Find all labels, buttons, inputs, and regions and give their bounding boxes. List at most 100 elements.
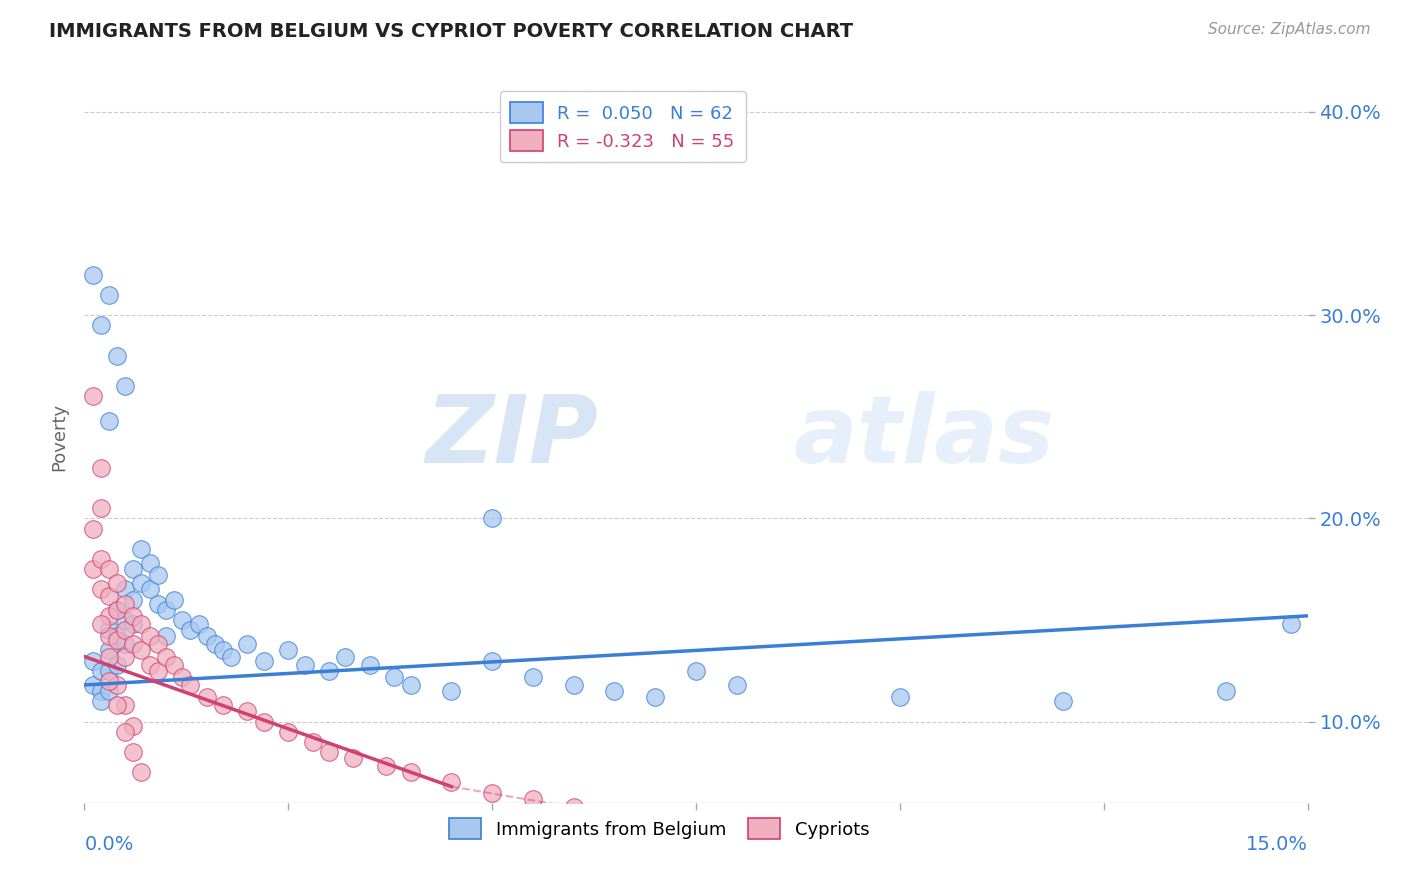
Point <box>131 541 153 556</box>
Point <box>122 592 145 607</box>
Point <box>131 576 153 591</box>
Point <box>359 657 381 672</box>
Point <box>105 657 128 672</box>
Point <box>212 643 235 657</box>
Point <box>1052 694 1074 708</box>
Text: ZIP: ZIP <box>425 391 598 483</box>
Point <box>114 724 136 739</box>
Point <box>97 623 120 637</box>
Point <box>82 654 104 668</box>
Point <box>522 670 544 684</box>
Point <box>114 623 136 637</box>
Point <box>146 664 169 678</box>
Point <box>114 582 136 597</box>
Point <box>82 389 104 403</box>
Point <box>114 698 136 713</box>
Point <box>97 643 120 657</box>
Point <box>277 724 299 739</box>
Point <box>131 765 153 780</box>
Y-axis label: Poverty: Poverty <box>51 403 69 471</box>
Point <box>97 649 120 664</box>
Point <box>82 268 104 282</box>
Point <box>155 649 177 664</box>
Point <box>399 765 422 780</box>
Point <box>187 617 209 632</box>
Point <box>212 698 235 713</box>
Point <box>82 678 104 692</box>
Point <box>97 562 120 576</box>
Point <box>97 664 120 678</box>
Point <box>1215 684 1237 698</box>
Point <box>90 684 112 698</box>
Point <box>481 786 503 800</box>
Text: 0.0%: 0.0% <box>84 835 134 855</box>
Point <box>440 775 463 789</box>
Point <box>90 664 112 678</box>
Point <box>138 582 160 597</box>
Point <box>253 654 276 668</box>
Point <box>97 414 120 428</box>
Point <box>97 673 120 688</box>
Point <box>195 629 218 643</box>
Point <box>204 637 226 651</box>
Point <box>155 603 177 617</box>
Point <box>90 318 112 333</box>
Point <box>277 643 299 657</box>
Point <box>399 678 422 692</box>
Point <box>179 678 201 692</box>
Point <box>97 608 120 623</box>
Point <box>114 379 136 393</box>
Point <box>122 562 145 576</box>
Point <box>105 678 128 692</box>
Point <box>105 603 128 617</box>
Point <box>219 649 242 664</box>
Point <box>335 649 357 664</box>
Text: atlas: atlas <box>794 391 1054 483</box>
Point <box>163 592 186 607</box>
Point <box>90 694 112 708</box>
Point <box>685 664 707 678</box>
Text: Source: ZipAtlas.com: Source: ZipAtlas.com <box>1208 22 1371 37</box>
Point <box>114 649 136 664</box>
Point <box>105 629 128 643</box>
Point <box>105 603 128 617</box>
Point <box>318 745 340 759</box>
Point <box>236 637 259 651</box>
Point <box>97 589 120 603</box>
Point <box>90 617 112 632</box>
Point <box>603 684 626 698</box>
Point <box>318 664 340 678</box>
Point <box>138 556 160 570</box>
Point <box>114 597 136 611</box>
Point <box>562 800 585 814</box>
Point <box>146 637 169 651</box>
Point <box>105 633 128 648</box>
Point <box>114 637 136 651</box>
Point <box>562 678 585 692</box>
Point <box>82 521 104 535</box>
Point <box>90 501 112 516</box>
Point <box>131 643 153 657</box>
Point <box>236 705 259 719</box>
Point <box>146 568 169 582</box>
Point <box>1279 617 1302 632</box>
Point <box>382 670 405 684</box>
Point <box>179 623 201 637</box>
Text: IMMIGRANTS FROM BELGIUM VS CYPRIOT POVERTY CORRELATION CHART: IMMIGRANTS FROM BELGIUM VS CYPRIOT POVER… <box>49 22 853 41</box>
Point <box>105 349 128 363</box>
Point <box>889 690 911 705</box>
Point <box>725 678 748 692</box>
Point <box>342 751 364 765</box>
Point <box>725 820 748 834</box>
Point <box>122 718 145 732</box>
Point <box>90 582 112 597</box>
Point <box>301 735 323 749</box>
Point <box>172 670 194 684</box>
Point <box>294 657 316 672</box>
Point <box>163 657 186 672</box>
Point <box>195 690 218 705</box>
Point <box>90 460 112 475</box>
Point <box>82 562 104 576</box>
Point <box>122 637 145 651</box>
Point <box>155 629 177 643</box>
